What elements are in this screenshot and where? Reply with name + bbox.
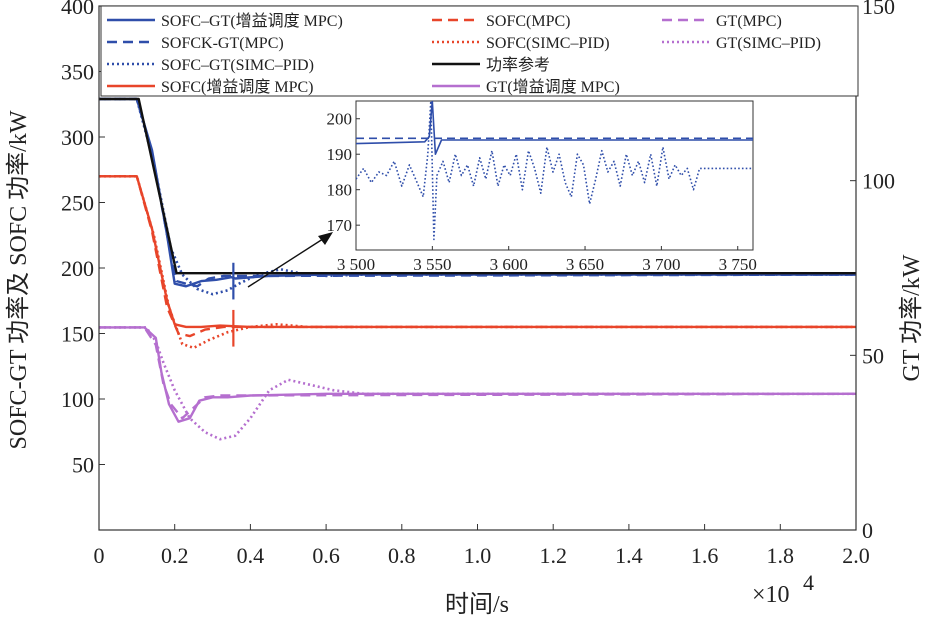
x-tick-label: 0.4 <box>237 543 265 568</box>
legend-label: SOFC–GT(增益调度 MPC) <box>161 12 343 30</box>
inset-series <box>356 101 753 241</box>
inset-y-tick-label: 200 <box>327 110 353 129</box>
legend-label: GT(MPC) <box>716 13 782 30</box>
series-line-2 <box>99 97 856 296</box>
inset-x-tick-label: 3 600 <box>490 255 528 274</box>
x-tick-label: 1.4 <box>615 543 643 568</box>
series-line-5 <box>99 175 856 350</box>
inset-border <box>355 100 754 251</box>
x-tick-label: 0.6 <box>312 543 340 568</box>
y-left-tick-label: 50 <box>72 453 94 478</box>
y-left-tick-label: 250 <box>61 191 94 216</box>
legend-label: GT(SIMC–PID) <box>716 35 821 52</box>
y-left-tick-label: 300 <box>61 125 94 150</box>
x-tick-label: 1.6 <box>691 543 719 568</box>
legend-label: GT(增益调度 MPC) <box>486 78 620 96</box>
inset-y-tick-label: 170 <box>327 216 353 235</box>
axis-labels: 时间/s ×10 4 SOFC-GT 功率及 SOFC 功率/kW GT 功率/… <box>5 110 925 618</box>
y-left-tick-label: 200 <box>61 256 94 281</box>
series-line-7 <box>99 326 856 423</box>
x-multiplier: ×10 <box>752 582 790 608</box>
y-left-tick-label: 400 <box>61 0 94 19</box>
y-left-tick-label: 150 <box>61 322 94 347</box>
x-tick-label: 0 <box>94 543 105 568</box>
y-right-tick-label: 50 <box>862 343 884 368</box>
inset-y-tick-label: 180 <box>327 181 353 200</box>
y-left-tick-label: 100 <box>61 387 94 412</box>
inset-x-tick-label: 3 750 <box>719 255 757 274</box>
inset-pointer-arrow <box>247 236 327 288</box>
legend: SOFC–GT(增益调度 MPC) SOFCK-GT(MPC) SOFC–GT(SI… <box>100 5 859 97</box>
x-axis-label: 时间/s <box>445 591 509 618</box>
legend-box <box>100 5 859 97</box>
y-axis-label-right: GT 功率/kW <box>898 254 925 381</box>
series-line-6 <box>99 97 856 275</box>
inset-x-tick-label: 3 500 <box>337 255 375 274</box>
x-tick-label: 0.8 <box>388 543 416 568</box>
series-line-8 <box>99 326 857 420</box>
x-tick-label: 1.0 <box>464 543 492 568</box>
y-right-tick-label: 0 <box>862 518 873 543</box>
inset-x-tick-label: 3 650 <box>566 255 604 274</box>
series-line-9 <box>99 326 856 441</box>
plot-series <box>99 97 857 441</box>
inset-pointer-arrowhead <box>318 232 333 245</box>
inset-y-tick-label: 190 <box>327 145 353 164</box>
x-multiplier-exponent: 4 <box>803 570 814 595</box>
x-tick-label: 0.2 <box>161 543 189 568</box>
legend-label: SOFC(增益调度 MPC) <box>161 78 313 96</box>
y-left-tick-label: 350 <box>61 60 94 85</box>
inset-series-line-0 <box>356 101 753 155</box>
y-right-tick-label: 150 <box>862 0 895 19</box>
inset-x-tick-label: 3 550 <box>413 255 451 274</box>
y-axis-label-left: SOFC-GT 功率及 SOFC 功率/kW <box>5 110 32 449</box>
x-tick-label: 1.2 <box>539 543 567 568</box>
y-right-tick-label: 100 <box>862 169 895 194</box>
inset-x-tick-label: 3 700 <box>642 255 680 274</box>
legend-label: SOFC(MPC) <box>486 13 570 30</box>
legend-label: SOFCK-GT(MPC) <box>161 35 284 52</box>
x-tick-label: 1.8 <box>767 543 795 568</box>
legend-label: SOFC–GT(SIMC–PID) <box>161 57 314 74</box>
legend-label: 功率参考 <box>486 56 550 74</box>
x-tick-label: 2.0 <box>842 543 870 568</box>
inset-zoom: 3 500 3 550 3 600 3 650 3 700 3 750 170 180 190 2… <box>247 100 757 288</box>
legend-label: SOFC(SIMC–PID) <box>486 35 610 52</box>
